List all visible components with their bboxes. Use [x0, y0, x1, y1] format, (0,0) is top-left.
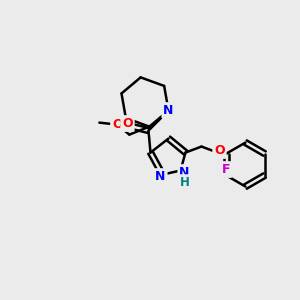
Text: N: N [179, 166, 190, 179]
Text: N: N [155, 170, 166, 183]
Text: F: F [222, 163, 231, 176]
Text: O: O [214, 144, 225, 157]
Text: N: N [163, 104, 174, 117]
Text: O: O [122, 117, 133, 130]
Text: H: H [180, 176, 189, 189]
Text: O: O [112, 118, 123, 131]
